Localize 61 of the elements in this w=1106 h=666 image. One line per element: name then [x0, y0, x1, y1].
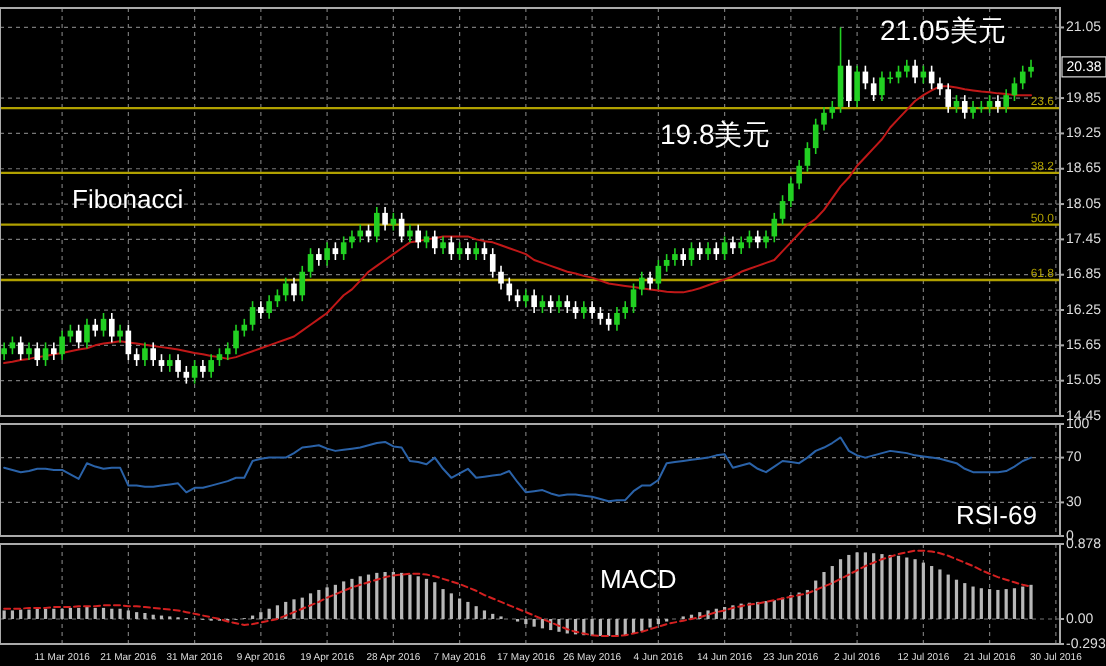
candlestick — [630, 282, 637, 314]
candlestick — [291, 276, 297, 302]
candlestick — [804, 141, 811, 173]
candlestick — [1003, 88, 1009, 114]
candlestick — [531, 288, 537, 314]
candlestick — [100, 312, 107, 338]
candlestick — [1019, 64, 1026, 91]
candlestick — [448, 235, 455, 261]
candlestick — [324, 241, 330, 267]
candlestick — [415, 223, 421, 250]
candlestick — [34, 341, 41, 367]
candlestick — [431, 229, 438, 255]
candlestick — [59, 329, 65, 361]
candlestick — [249, 300, 256, 332]
candlestick — [17, 335, 24, 361]
candlestick — [779, 194, 786, 226]
candlestick — [233, 323, 239, 355]
candlestick — [382, 206, 388, 232]
candlestick — [912, 59, 918, 85]
candlestick — [282, 276, 289, 302]
candlestick — [340, 235, 347, 261]
annotation: Fibonacci — [72, 184, 184, 214]
candlestick — [150, 341, 156, 367]
candlestick — [266, 294, 272, 320]
candlestick — [796, 159, 802, 191]
candlestick — [109, 312, 115, 344]
candlestick — [614, 306, 620, 332]
candlestick — [870, 76, 877, 102]
candlestick — [945, 82, 951, 114]
line-series — [3, 85, 1033, 365]
candlestick — [788, 176, 794, 208]
candlestick — [506, 276, 513, 302]
annotation: 21.05美元 — [880, 14, 1007, 46]
candlestick — [639, 270, 645, 297]
annotation: RSI-69 — [956, 500, 1037, 530]
candlestick — [299, 265, 306, 302]
candlestick — [84, 318, 90, 350]
candlestick — [374, 206, 380, 244]
candlestick — [191, 359, 198, 385]
line-series — [3, 436, 1033, 503]
candlestick — [175, 353, 181, 379]
candlestick — [879, 70, 885, 102]
candlestick — [812, 117, 819, 155]
candlestick — [142, 341, 148, 367]
candlestick — [721, 235, 728, 261]
candlestick — [854, 64, 860, 108]
candlestick — [42, 341, 49, 367]
candlestick — [208, 353, 214, 379]
candlestick — [771, 212, 778, 244]
line-series — [3, 549, 1033, 638]
candlestick — [1011, 76, 1018, 102]
candlestick — [307, 247, 314, 279]
candlestick — [846, 59, 852, 108]
candlestick — [498, 265, 504, 291]
candlestick — [489, 247, 496, 279]
annotation: MACD — [600, 564, 677, 594]
candlestick — [961, 94, 968, 120]
candlestick — [655, 259, 662, 291]
candlestick — [821, 106, 827, 132]
candlestick — [688, 241, 695, 267]
annotation: 19.8美元 — [660, 118, 771, 150]
